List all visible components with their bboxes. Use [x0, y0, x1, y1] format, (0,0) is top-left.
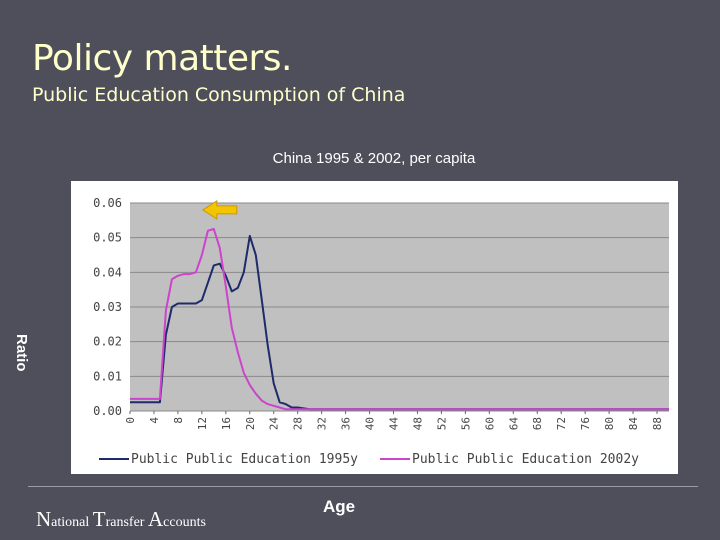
footer-text: National Transfer Accounts [36, 507, 206, 532]
chart-container: 0.00 0.01 0.02 0.03 0.04 0.05 0.06 0 4 8 12 16 20 24… [71, 181, 678, 474]
legend-label: Public Public Education 2002y [412, 452, 639, 467]
y-tick-label: 0.05 [93, 231, 122, 245]
x-tick-label: 76 [579, 417, 592, 430]
footer-word-ccounts: ccounts [163, 515, 206, 530]
x-tick-label: 36 [340, 417, 353, 430]
legend-label: Public Public Education 1995y [131, 452, 358, 467]
x-axis-label: Age [323, 497, 356, 516]
x-tick-label: 88 [651, 417, 664, 430]
x-tick-label: 4 [148, 417, 161, 424]
x-tick-label: 0 [124, 417, 137, 424]
slide-subtitle: Public Education Consumption of China [32, 84, 406, 106]
x-tick-label: 84 [627, 417, 640, 431]
y-tick-label: 0.00 [93, 404, 122, 418]
y-tick-label: 0.04 [93, 265, 122, 279]
x-tick-label: 24 [268, 417, 281, 431]
left-arrow-icon [201, 200, 238, 220]
x-tick-label: 12 [196, 417, 209, 430]
x-tick-label: 16 [220, 417, 233, 430]
y-tick-label: 0.02 [93, 335, 122, 349]
footer-word-ransfer: ransfer [105, 515, 148, 530]
series-line-2002 [130, 228, 669, 411]
x-tick-label: 80 [603, 417, 616, 430]
y-axis-label: Ratio [13, 334, 30, 372]
x-tick-label: 68 [531, 417, 544, 430]
x-tick-label: 8 [172, 417, 185, 424]
x-tick-label: 56 [459, 417, 472, 430]
footer-initial-n: N [36, 507, 52, 531]
x-tick-label: 32 [316, 417, 329, 430]
x-tick-label: 40 [364, 417, 377, 430]
x-tick-label: 52 [435, 417, 448, 430]
footer-initial-t: T [92, 507, 106, 531]
footer-initial-a: A [147, 507, 164, 531]
x-tick-label: 48 [411, 417, 424, 430]
x-tick-label: 20 [244, 417, 257, 430]
slide-title: Policy matters. [32, 38, 293, 79]
x-tick-label: 64 [507, 417, 520, 431]
chart-title: China 1995 & 2002, per capita [272, 150, 476, 167]
y-tick-label: 0.03 [93, 300, 122, 314]
y-tick-label: 0.01 [93, 369, 122, 383]
line-chart: 0.000.010.020.030.040.050.06 0 4 8 12 16 20 24… [93, 196, 669, 467]
x-tick-label: 44 [388, 417, 401, 431]
x-tick-label: 60 [483, 417, 496, 430]
y-tick-label: 0.06 [93, 196, 122, 210]
footer-word-ational: ational [51, 515, 93, 530]
x-tick-label: 72 [555, 417, 568, 430]
x-tick-label: 28 [292, 417, 305, 430]
footer-divider [28, 486, 698, 487]
